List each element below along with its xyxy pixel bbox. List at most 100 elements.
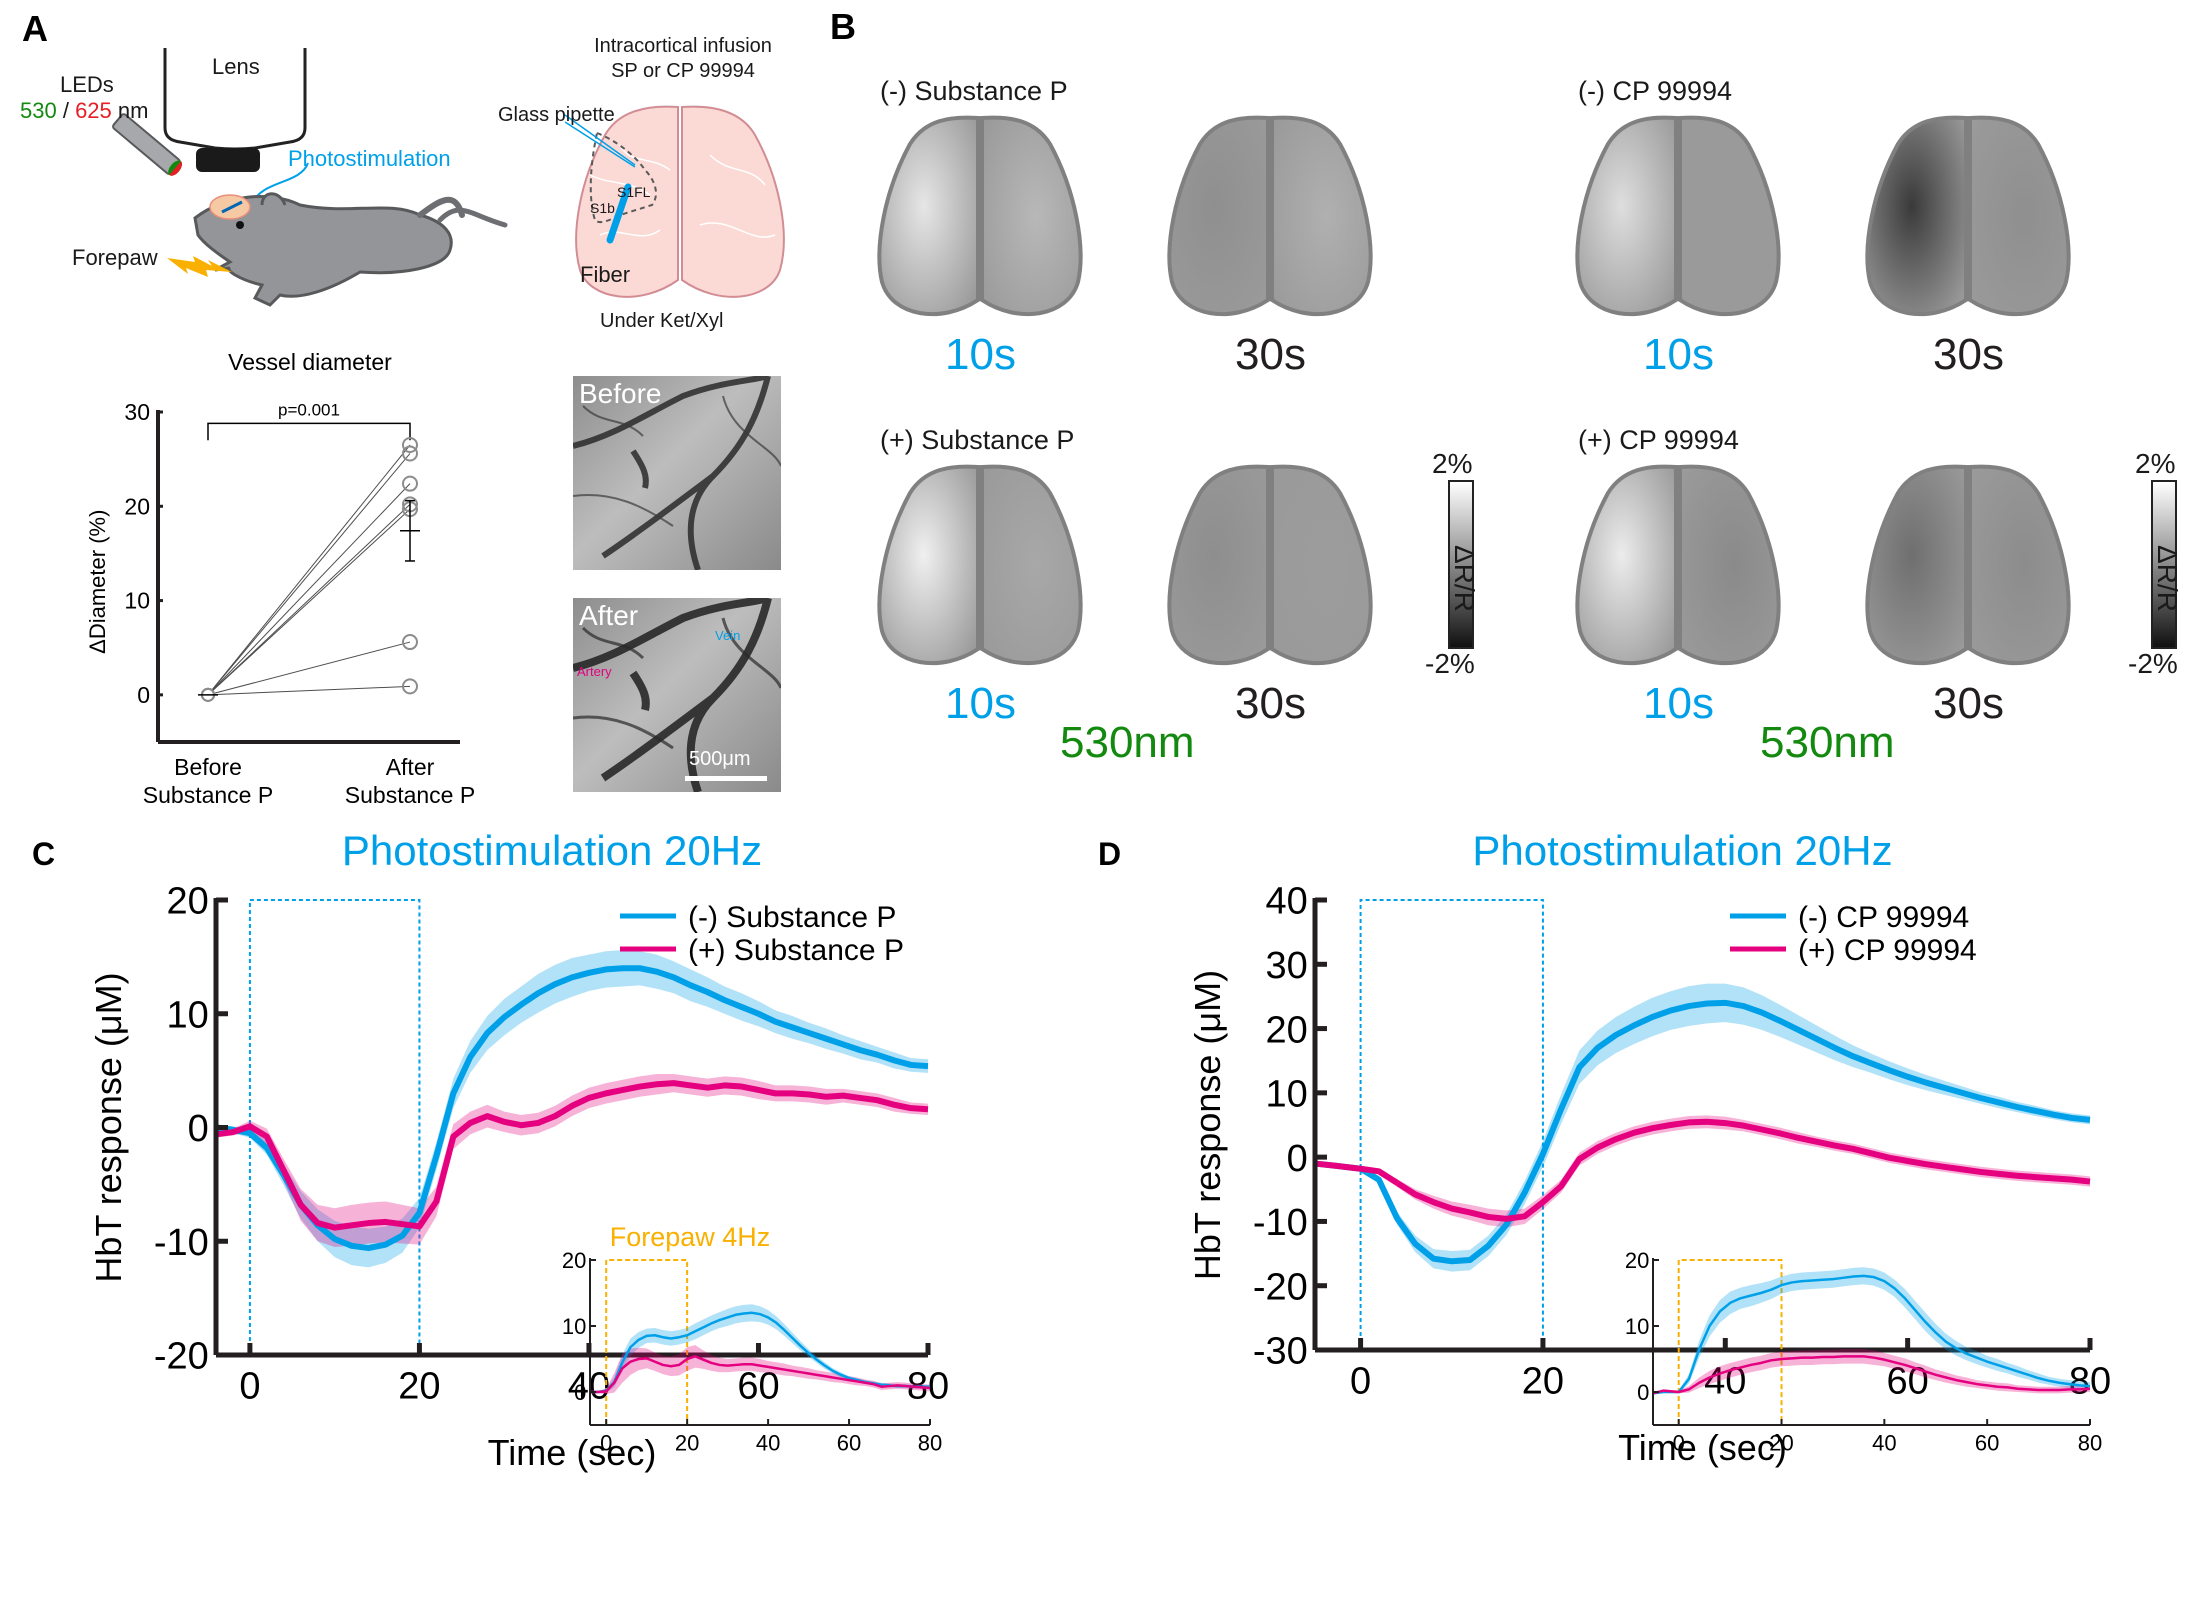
colorbar-max-label: 2% (1432, 448, 1473, 479)
leds-label: LEDs (60, 72, 114, 97)
time-label-30s: 30s (1933, 679, 2004, 728)
x-tick-label: 0 (1673, 1430, 1685, 1455)
x-tick-label: 80 (918, 1430, 942, 1455)
y-axis-label: ΔDiameter (%) (85, 510, 110, 654)
vessel-diameter-chart: Vessel diameter p=0.001 0 10 20 30 ΔDiameter (… (85, 349, 475, 808)
x-tick-label: 60 (837, 1430, 861, 1455)
s1b-label: S1b (590, 200, 615, 216)
x-tick-label: 0 (1350, 1361, 1371, 1403)
glass-pipette-label: Glass pipette (498, 104, 615, 126)
legend-label: (+) Substance P (688, 934, 904, 967)
y-tick-label: -20 (154, 1336, 209, 1378)
colorbar-min-label: -2% (2128, 648, 2178, 679)
significance-label: p=0.001 (278, 400, 340, 419)
x-tick-label: 60 (1975, 1430, 1999, 1455)
sem-band (1653, 1349, 2090, 1395)
y-tick-label: -10 (154, 1222, 209, 1264)
x-tick-label: 20 (1522, 1361, 1564, 1403)
legend-label: (+) CP 99994 (1798, 934, 1977, 967)
brain-map-10s (1575, 115, 1781, 317)
time-label-30s: 30s (1235, 330, 1306, 379)
colorbar-cp99994 (2151, 480, 2177, 649)
sem-band (1653, 1267, 2090, 1395)
y-axis-label: HbT response (μM) (88, 972, 129, 1282)
sem-band (590, 1345, 930, 1394)
paired-line (207, 504, 411, 696)
y-tick-label: 10 (124, 588, 150, 614)
brain-map-30s (1167, 464, 1373, 666)
led-unit: nm (111, 98, 149, 123)
s1fl-label: S1FL (617, 184, 651, 200)
time-label-10s: 10s (1643, 330, 1714, 379)
lens-label: Lens (212, 54, 260, 79)
x-category-label: Substance P (345, 782, 475, 808)
lightning-icon (167, 256, 232, 277)
colorbar-max-label: 2% (2135, 448, 2176, 479)
x-category-label: Substance P (143, 782, 273, 808)
after-point (402, 634, 418, 651)
infusion-title: Intracortical infusion SP or CP 99994 (558, 34, 808, 84)
after-point (402, 437, 418, 453)
lens-aperture (196, 148, 260, 172)
photostimulation-label: Photostimulation (288, 146, 451, 171)
scale-bar (685, 776, 767, 781)
x-tick-label: 40 (1872, 1430, 1896, 1455)
mouse-icon (193, 192, 508, 307)
led-wavelengths: 530 / 625 nm (20, 98, 148, 124)
vessel-pattern-after (573, 598, 781, 792)
y-tick-label: 10 (1266, 1074, 1308, 1116)
y-tick-label: -10 (1253, 1202, 1308, 1244)
y-tick-label: 40 (1266, 881, 1308, 923)
x-tick-label: 80 (2069, 1361, 2111, 1403)
colorbar-substance-p (1448, 480, 1474, 649)
before-label: Before (579, 378, 662, 409)
series-line (215, 1080, 929, 1231)
inset-chart: 0 10 20 0 20 40 60 80 (1625, 1248, 2102, 1455)
stimulus-window (1359, 899, 1544, 1350)
y-tick-label: 30 (124, 399, 150, 425)
y-tick-label: 10 (562, 1314, 586, 1339)
wavelength-label-sp: 530nm (1060, 718, 1195, 767)
brain-schematic (564, 105, 785, 298)
stimulus-window (1677, 1259, 1783, 1425)
inset-chart: 0 10 20 0 20 40 60 80 Forepaw 4Hz (562, 1222, 942, 1455)
micrograph-after: After Vein Artery 500μm (573, 598, 781, 792)
x-tick-label: 40 (568, 1366, 610, 1408)
panel-letter-b: B (830, 6, 856, 47)
brain-map-30s (1167, 115, 1373, 317)
led-530-label: 530 (20, 98, 57, 123)
x-tick-label: 0 (600, 1430, 612, 1455)
inset-title: Forepaw 4Hz (610, 1222, 771, 1252)
paired-line (207, 508, 411, 696)
series-line (1652, 1355, 2091, 1395)
time-label-10s: 10s (945, 330, 1016, 379)
y-tick-label: 30 (1266, 945, 1308, 987)
y-tick-label: 0 (574, 1380, 586, 1405)
x-axis-label: Time (sec) (1618, 1427, 1787, 1468)
y-tick-label: 0 (1637, 1380, 1649, 1405)
y-tick-label: 20 (1625, 1248, 1649, 1273)
x-tick-label: 20 (1769, 1430, 1793, 1455)
artery-label: Artery (577, 664, 612, 679)
y-tick-label: 0 (188, 1108, 209, 1150)
chart-title: Vessel diameter (228, 349, 392, 375)
led-separator: / (56, 98, 76, 123)
vessel-pattern-before (573, 376, 781, 570)
brain-map-30s (1865, 464, 2071, 666)
brain-map-10s (877, 115, 1083, 317)
after-point (402, 678, 418, 695)
y-tick-label: 10 (1625, 1314, 1649, 1339)
lens-icon (163, 48, 307, 172)
chart-title: Photostimulation 20Hz (1472, 827, 1892, 874)
fiber-icon (606, 183, 632, 244)
series-line (215, 965, 929, 1252)
x-tick-label: 20 (675, 1430, 699, 1455)
y-tick-label: -30 (1253, 1331, 1308, 1373)
led-icon (112, 113, 183, 176)
after-point (402, 445, 418, 462)
brain-map-group-title: (-) Substance P (880, 76, 1068, 106)
brain-map-group-title: (-) CP 99994 (1578, 76, 1733, 106)
panel-letter-c: C (32, 836, 56, 872)
after-label: After (579, 600, 639, 631)
brain-map-group-title: (+) Substance P (880, 425, 1075, 455)
